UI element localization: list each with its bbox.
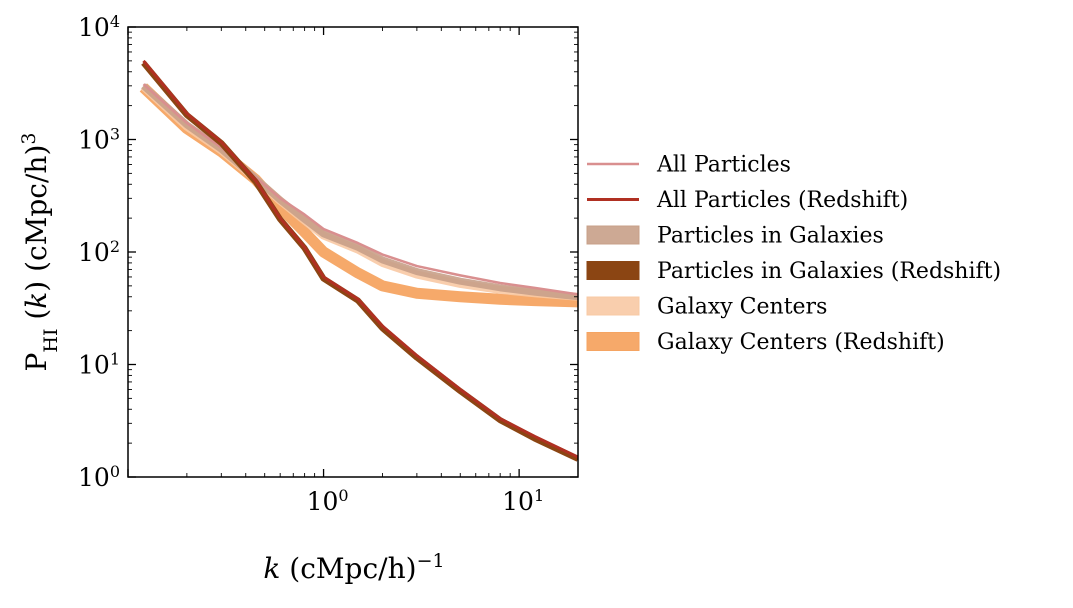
y-tick-label: 104 <box>78 12 120 43</box>
y-tick-label: 102 <box>78 237 120 268</box>
x-tick-label: 101 <box>502 486 544 517</box>
y-axis-label: PHI (k) (cMpc/h)3 <box>18 133 62 372</box>
legend-swatch <box>586 225 640 245</box>
legend-label: All Particles (Redshift) <box>656 188 908 213</box>
series-1-line <box>142 59 578 459</box>
y-tick-label: 100 <box>78 462 120 493</box>
x-axis-label: k (cMpc/h)−1 <box>263 550 444 585</box>
legend-item: Galaxy Centers (Redshift) <box>586 330 945 355</box>
legend-swatch <box>586 332 640 351</box>
legend-label: Galaxy Centers (Redshift) <box>657 330 945 355</box>
legend-swatch <box>586 296 640 316</box>
legend-label: All Particles <box>656 153 791 178</box>
x-tick-labels: 100 101 <box>307 486 545 517</box>
legend-item: Particles in Galaxies <box>586 224 884 249</box>
legend-item: Particles in Galaxies (Redshift) <box>586 259 1001 284</box>
series-layer <box>139 59 578 462</box>
legend-item: All Particles <box>587 153 791 178</box>
plot-frame <box>127 26 579 478</box>
plot-background <box>128 27 578 477</box>
legend-swatch <box>586 261 640 280</box>
legend-label: Particles in Galaxies <box>657 224 884 249</box>
legend-label: Galaxy Centers <box>657 295 827 320</box>
legend: All Particles All Particles (Redshift) Par… <box>586 153 1001 355</box>
legend-item: Galaxy Centers <box>586 295 827 320</box>
x-tick-label: 100 <box>307 486 349 517</box>
y-tick-labels: 100 101 102 103 104 <box>78 12 120 493</box>
y-tick-label: 101 <box>78 349 120 380</box>
legend-label: Particles in Galaxies (Redshift) <box>657 259 1001 284</box>
legend-item: All Particles (Redshift) <box>587 188 908 213</box>
y-tick-label: 103 <box>78 124 120 155</box>
